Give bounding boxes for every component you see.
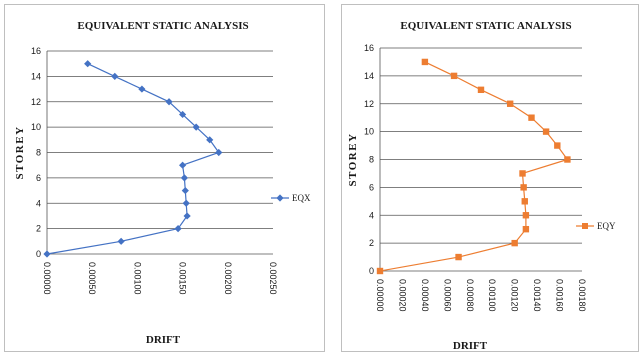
y-tick-label: 10: [364, 127, 374, 137]
data-point: [215, 148, 223, 157]
x-tick-label: 0.00100: [487, 279, 497, 312]
y-tick-label: 0: [36, 249, 41, 259]
y-tick-label: 2: [36, 224, 41, 234]
data-point: [206, 136, 214, 144]
y-axis-title: STOREY: [14, 125, 26, 179]
chart-title: EQUIVALENT STATIC ANALYSIS: [77, 20, 248, 32]
data-point: [477, 86, 485, 94]
y-tick-label: 8: [36, 148, 41, 158]
x-tick-label: 0.00080: [465, 279, 475, 312]
series-line-eqy: [379, 61, 569, 272]
data-point: [554, 142, 561, 149]
x-axis-title: DRIFT: [453, 340, 488, 352]
data-point: [511, 239, 518, 247]
data-point: [528, 114, 535, 121]
x-tick-label: 0.00160: [555, 279, 565, 312]
data-point: [43, 250, 51, 258]
chart-panel-eqx: EQUIVALENT STATIC ANALYSIS 0 2 4 6 8 10 12 14 16 0…: [4, 4, 325, 352]
y-tick-label: 14: [364, 71, 374, 81]
x-tick-label: 0.00050: [87, 262, 97, 295]
y-tick-label: 14: [31, 71, 41, 81]
data-point: [522, 212, 530, 219]
data-point: [455, 253, 462, 261]
y-tick-label: 6: [36, 173, 41, 183]
x-tick-label: 0.00150: [178, 262, 188, 295]
x-tick-label: 0.00040: [420, 279, 430, 312]
eqx-drift-chart: EQUIVALENT STATIC ANALYSIS 0 2 4 6 8 10 12 14 16 0…: [14, 20, 311, 346]
data-point: [450, 72, 458, 80]
eqy-drift-chart: EQUIVALENT STATIC ANALYSIS 0 2 4 6 8 10 12 14 16 0…: [347, 20, 616, 352]
data-point: [519, 170, 526, 177]
x-tick-label: 0.00000: [42, 262, 52, 295]
x-tick-label: 0.00020: [397, 279, 407, 312]
data-point: [181, 186, 189, 195]
data-point: [84, 60, 92, 68]
data-point: [521, 198, 528, 205]
data-point: [182, 199, 190, 207]
x-tick-label: 0.00250: [268, 262, 278, 295]
y-tick-label: 12: [364, 99, 374, 109]
data-point: [564, 156, 571, 163]
data-point: [117, 237, 125, 245]
x-tick-label: 0.00140: [532, 279, 542, 312]
legend-label: EQX: [292, 193, 311, 203]
y-tick-label: 8: [369, 155, 374, 165]
y-axis-title: STOREY: [347, 132, 359, 186]
data-point: [542, 128, 550, 135]
x-tick-label: 0.00200: [223, 262, 233, 295]
chart-title: EQUIVALENT STATIC ANALYSIS: [400, 20, 571, 32]
y-tick-label: 4: [369, 210, 374, 220]
x-tick-label: 0.00180: [577, 279, 587, 312]
data-point: [138, 85, 146, 93]
data-point: [522, 225, 530, 233]
data-point: [183, 212, 191, 220]
x-tick-label: 0.00000: [375, 279, 385, 312]
y-tick-label: 2: [369, 238, 374, 248]
data-point: [174, 225, 182, 233]
legend-marker: [582, 223, 588, 229]
y-tick-label: 16: [31, 46, 41, 56]
chart-panel-eqy: EQUIVALENT STATIC ANALYSIS 0 2 4 6 8 10 12 14 16 0…: [341, 4, 639, 352]
y-tick-label: 10: [31, 122, 41, 132]
data-point: [192, 123, 200, 131]
data-point: [421, 58, 429, 66]
data-point: [111, 72, 119, 80]
legend-label: EQY: [597, 221, 616, 231]
data-point: [506, 100, 514, 107]
y-tick-label: 12: [31, 97, 41, 107]
data-point: [376, 267, 384, 275]
data-point: [179, 110, 187, 119]
legend-marker: [276, 194, 284, 202]
y-tick-label: 0: [369, 266, 374, 276]
data-point: [180, 174, 189, 182]
x-axis-title: DRIFT: [146, 334, 181, 346]
y-tick-label: 6: [369, 182, 374, 192]
x-tick-label: 0.00060: [442, 279, 452, 312]
x-tick-label: 0.00100: [132, 262, 142, 295]
series-line-eqx: [46, 63, 220, 255]
x-tick-label: 0.00120: [510, 279, 520, 312]
y-tick-label: 16: [364, 43, 374, 53]
data-point: [179, 161, 187, 169]
y-tick-label: 4: [36, 198, 41, 208]
data-point: [520, 184, 527, 191]
data-point: [165, 98, 173, 106]
